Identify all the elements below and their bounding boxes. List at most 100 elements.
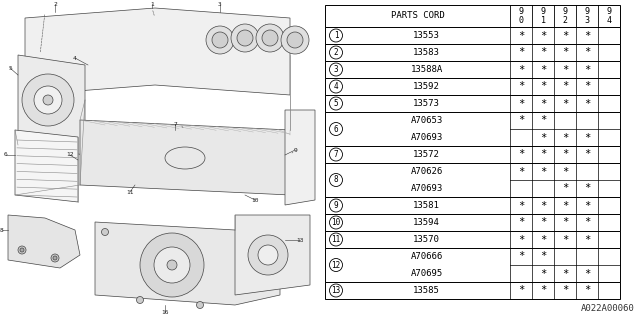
Text: 13592: 13592 (413, 82, 440, 91)
Text: 4: 4 (73, 55, 77, 60)
Text: *: * (540, 201, 546, 211)
Text: 13583: 13583 (413, 48, 440, 57)
Text: *: * (562, 166, 568, 177)
Text: *: * (518, 201, 524, 211)
Text: *: * (518, 47, 524, 58)
Text: 4: 4 (333, 82, 339, 91)
Text: *: * (518, 82, 524, 92)
Text: *: * (518, 218, 524, 228)
Circle shape (154, 247, 190, 283)
Text: A70653: A70653 (411, 116, 443, 125)
Text: *: * (540, 252, 546, 261)
Text: *: * (540, 166, 546, 177)
Text: 9: 9 (607, 7, 611, 16)
Text: 6: 6 (333, 124, 339, 133)
Polygon shape (8, 215, 80, 268)
Text: 8: 8 (0, 228, 4, 233)
Text: *: * (584, 132, 590, 142)
Bar (325, 282, 620, 299)
Text: A022A00060: A022A00060 (581, 304, 635, 313)
Text: *: * (584, 47, 590, 58)
Text: 2: 2 (563, 16, 568, 25)
Text: *: * (562, 47, 568, 58)
Text: *: * (540, 218, 546, 228)
Polygon shape (25, 8, 290, 95)
Text: *: * (518, 252, 524, 261)
Text: *: * (584, 99, 590, 108)
Circle shape (20, 248, 24, 252)
Circle shape (237, 30, 253, 46)
Text: *: * (584, 183, 590, 194)
Text: 16: 16 (161, 309, 169, 315)
Bar (325, 95, 620, 112)
Bar (325, 112, 620, 146)
Text: 11: 11 (332, 235, 340, 244)
Circle shape (256, 24, 284, 52)
Text: 9: 9 (333, 201, 339, 210)
Text: 7: 7 (333, 150, 339, 159)
Circle shape (167, 260, 177, 270)
Text: *: * (518, 116, 524, 125)
Text: 13572: 13572 (413, 150, 440, 159)
Text: 12: 12 (67, 153, 74, 157)
Text: *: * (562, 235, 568, 244)
Text: *: * (540, 65, 546, 75)
Circle shape (34, 86, 62, 114)
Text: *: * (540, 82, 546, 92)
Text: 13: 13 (296, 237, 304, 243)
Text: *: * (540, 99, 546, 108)
Text: *: * (518, 30, 524, 41)
Text: *: * (562, 132, 568, 142)
Polygon shape (18, 55, 85, 155)
Text: *: * (562, 268, 568, 278)
Circle shape (53, 256, 57, 260)
Text: *: * (540, 149, 546, 159)
Text: 4: 4 (607, 16, 611, 25)
Text: *: * (518, 166, 524, 177)
Bar (325, 5, 620, 27)
Bar (325, 61, 620, 78)
Text: *: * (562, 201, 568, 211)
Text: 5: 5 (333, 99, 339, 108)
Text: *: * (562, 65, 568, 75)
Circle shape (102, 228, 109, 236)
Bar (325, 44, 620, 61)
Text: *: * (562, 218, 568, 228)
Text: 13573: 13573 (413, 99, 440, 108)
Text: *: * (562, 285, 568, 295)
Circle shape (287, 32, 303, 48)
Text: 12: 12 (332, 260, 340, 269)
Polygon shape (15, 130, 78, 202)
Text: 9: 9 (563, 7, 568, 16)
Text: 0: 0 (518, 16, 524, 25)
Text: 9: 9 (293, 148, 297, 153)
Text: 7: 7 (173, 122, 177, 126)
Circle shape (18, 246, 26, 254)
Text: 10: 10 (252, 197, 259, 203)
Text: *: * (518, 285, 524, 295)
Text: *: * (584, 201, 590, 211)
Text: 13570: 13570 (413, 235, 440, 244)
Circle shape (43, 95, 53, 105)
Bar (325, 197, 620, 214)
Text: 2: 2 (333, 48, 339, 57)
Text: 3: 3 (333, 65, 339, 74)
Text: 9: 9 (518, 7, 524, 16)
Text: A70695: A70695 (411, 269, 443, 278)
Text: A70693: A70693 (411, 184, 443, 193)
Text: *: * (584, 268, 590, 278)
Bar (325, 214, 620, 231)
Text: *: * (562, 183, 568, 194)
Text: 10: 10 (332, 218, 340, 227)
Text: *: * (518, 99, 524, 108)
Polygon shape (285, 110, 315, 205)
Text: A70666: A70666 (411, 252, 443, 261)
Text: PARTS CORD: PARTS CORD (390, 12, 444, 20)
Text: *: * (540, 132, 546, 142)
Polygon shape (235, 215, 310, 295)
Text: 13588A: 13588A (411, 65, 443, 74)
Circle shape (258, 245, 278, 265)
Circle shape (262, 30, 278, 46)
Text: 3: 3 (218, 2, 222, 6)
Text: *: * (584, 218, 590, 228)
